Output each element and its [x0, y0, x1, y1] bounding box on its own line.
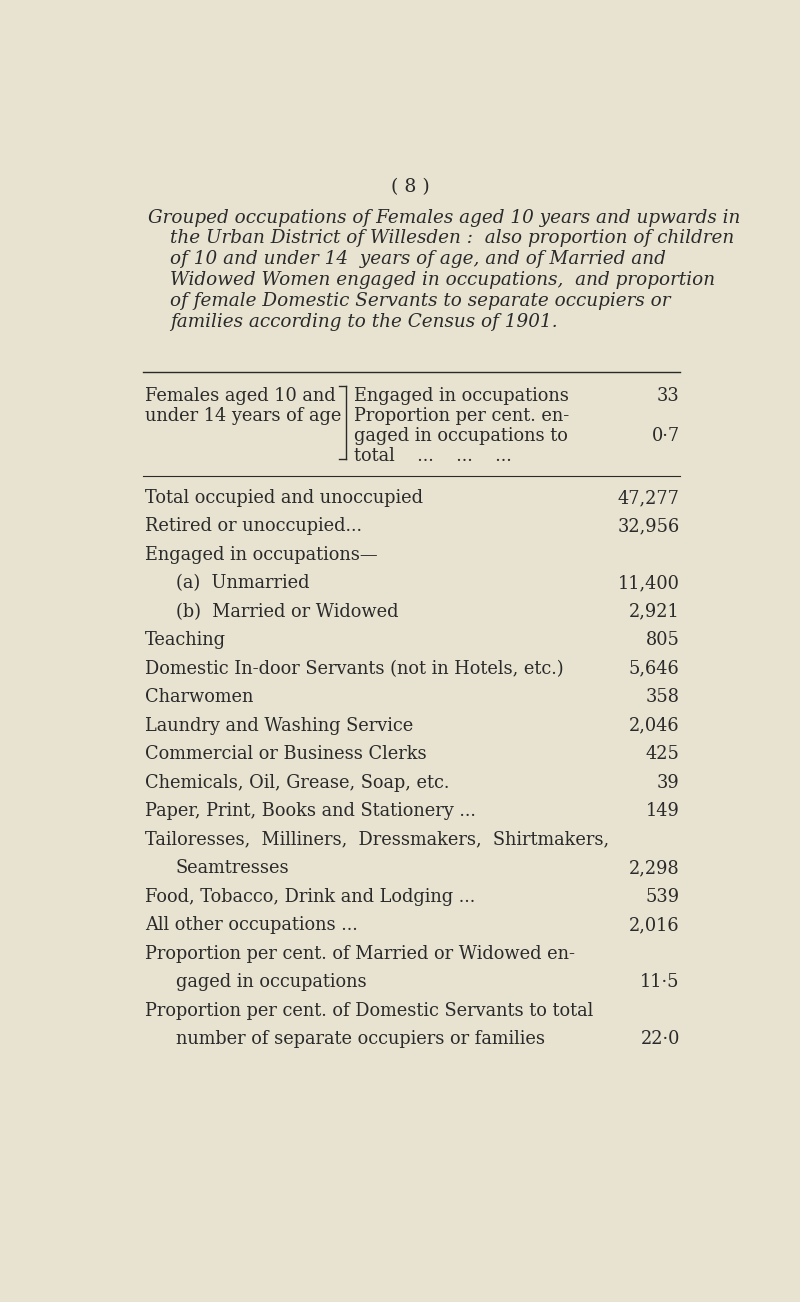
Text: Teaching: Teaching	[145, 631, 226, 650]
Text: gaged in occupations: gaged in occupations	[176, 973, 366, 991]
Text: 39: 39	[657, 773, 680, 792]
Text: 539: 539	[646, 888, 680, 906]
Text: (a)  Unmarried: (a) Unmarried	[176, 574, 310, 592]
Text: 33: 33	[657, 387, 680, 405]
Text: 149: 149	[646, 802, 680, 820]
Text: 2,298: 2,298	[629, 859, 680, 878]
Text: Grouped occupations of Females aged 10 years and upwards in: Grouped occupations of Females aged 10 y…	[148, 208, 741, 227]
Text: Charwomen: Charwomen	[145, 689, 254, 706]
Text: 358: 358	[646, 689, 680, 706]
Text: Food, Tobacco, Drink and Lodging ...: Food, Tobacco, Drink and Lodging ...	[145, 888, 475, 906]
Text: total    ...    ...    ...: total ... ... ...	[354, 448, 512, 465]
Text: Total occupied and unoccupied: Total occupied and unoccupied	[145, 488, 423, 506]
Text: 47,277: 47,277	[618, 488, 680, 506]
Text: Domestic In-door Servants (not in Hotels, etc.): Domestic In-door Servants (not in Hotels…	[145, 660, 563, 678]
Text: 2,016: 2,016	[629, 917, 680, 935]
Text: of female Domestic Servants to separate occupiers or: of female Domestic Servants to separate …	[170, 292, 670, 310]
Text: number of separate occupiers or families: number of separate occupiers or families	[176, 1030, 545, 1048]
Text: 2,921: 2,921	[629, 603, 680, 621]
Text: Engaged in occupations—: Engaged in occupations—	[145, 546, 378, 564]
Text: the Urban District of Willesden :  also proportion of children: the Urban District of Willesden : also p…	[170, 229, 734, 247]
Text: Females aged 10 and: Females aged 10 and	[145, 387, 335, 405]
Text: under 14 years of age: under 14 years of age	[145, 408, 342, 426]
Text: Engaged in occupations: Engaged in occupations	[354, 387, 569, 405]
Text: Proportion per cent. of Married or Widowed en-: Proportion per cent. of Married or Widow…	[145, 945, 575, 962]
Text: 22·0: 22·0	[640, 1030, 680, 1048]
Text: gaged in occupations to: gaged in occupations to	[354, 427, 568, 445]
Text: Proportion per cent. of Domestic Servants to total: Proportion per cent. of Domestic Servant…	[145, 1001, 594, 1019]
Text: Commercial or Business Clerks: Commercial or Business Clerks	[145, 745, 426, 763]
Text: Laundry and Washing Service: Laundry and Washing Service	[145, 717, 413, 734]
Text: Tailoresses,  Milliners,  Dressmakers,  Shirtmakers,: Tailoresses, Milliners, Dressmakers, Shi…	[145, 831, 609, 849]
Text: All other occupations ...: All other occupations ...	[145, 917, 358, 935]
Text: 2,046: 2,046	[629, 717, 680, 734]
Text: ( 8 ): ( 8 )	[390, 178, 430, 195]
Text: 11·5: 11·5	[640, 973, 680, 991]
Text: Retired or unoccupied...: Retired or unoccupied...	[145, 517, 362, 535]
Text: of 10 and under 14  years of age, and of Married and: of 10 and under 14 years of age, and of …	[170, 250, 666, 268]
Text: (b)  Married or Widowed: (b) Married or Widowed	[176, 603, 398, 621]
Text: Paper, Print, Books and Stationery ...: Paper, Print, Books and Stationery ...	[145, 802, 476, 820]
Text: Proportion per cent. en-: Proportion per cent. en-	[354, 408, 570, 426]
Text: Seamtresses: Seamtresses	[176, 859, 290, 878]
Text: Widowed Women engaged in occupations,  and proportion: Widowed Women engaged in occupations, an…	[170, 271, 715, 289]
Text: families according to the Census of 1901.: families according to the Census of 1901…	[170, 312, 558, 331]
Text: 32,956: 32,956	[618, 517, 680, 535]
Text: 0·7: 0·7	[651, 427, 680, 445]
Text: Chemicals, Oil, Grease, Soap, etc.: Chemicals, Oil, Grease, Soap, etc.	[145, 773, 450, 792]
Text: 11,400: 11,400	[618, 574, 680, 592]
Text: 425: 425	[646, 745, 680, 763]
Text: 805: 805	[646, 631, 680, 650]
Text: 5,646: 5,646	[629, 660, 680, 678]
